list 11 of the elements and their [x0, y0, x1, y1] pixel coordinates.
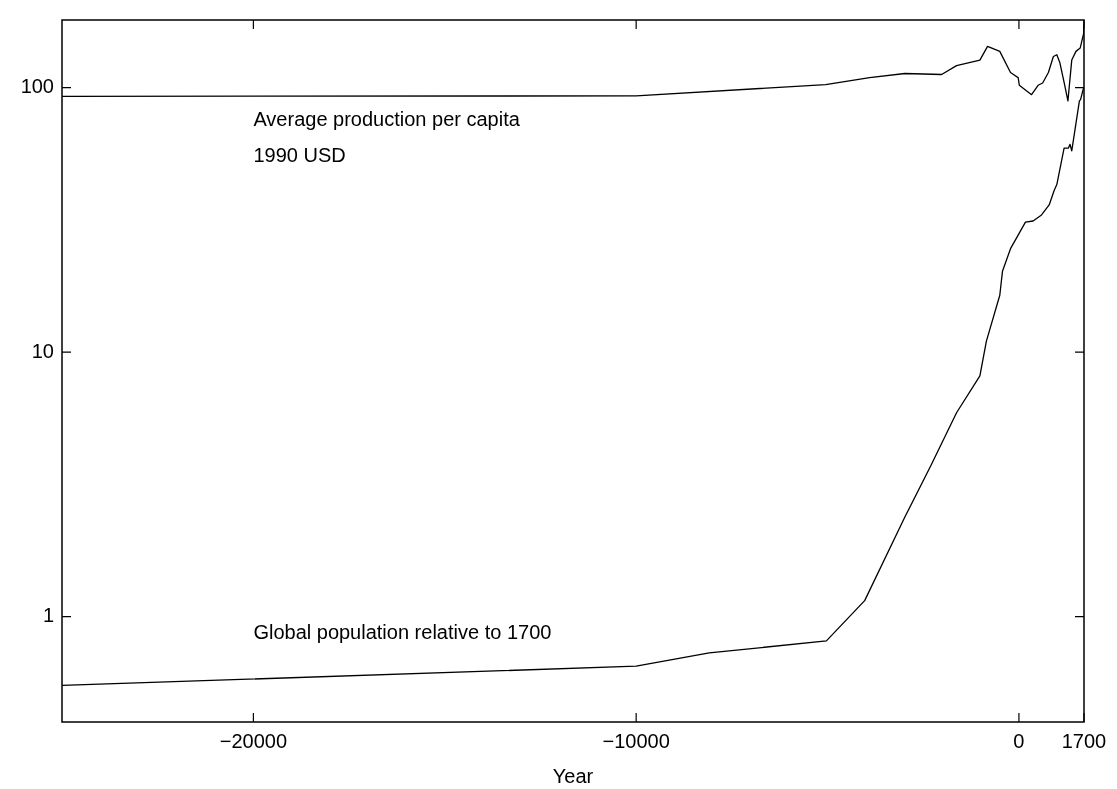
- x-tick-label: −10000: [602, 729, 670, 752]
- y-tick-label: 10: [31, 339, 54, 362]
- y-tick-label: 100: [20, 75, 54, 98]
- series-label: Global population relative to 1700: [253, 620, 552, 643]
- series-label: Average production per capita: [253, 107, 521, 130]
- x-axis-title: Year: [552, 764, 594, 787]
- x-tick-label: −20000: [219, 729, 288, 752]
- x-tick-label: 0: [1013, 729, 1025, 752]
- y-tick-label: 1: [42, 604, 54, 627]
- x-tick-label: 1700: [1061, 729, 1107, 752]
- annotation: 1990 USD: [253, 143, 346, 166]
